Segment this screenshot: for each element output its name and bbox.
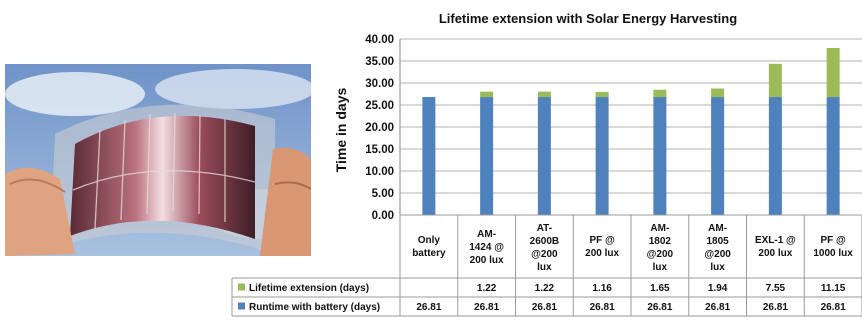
- data-label: 26.81: [416, 302, 441, 313]
- y-tick-label: 5.00: [372, 188, 394, 200]
- data-label: 1.65: [650, 283, 670, 294]
- bar-runtime-battery: [826, 97, 840, 215]
- bar-runtime-battery: [595, 97, 609, 215]
- legend-swatch: [238, 283, 245, 291]
- x-category-label: AM-1805 @200 lux: [704, 223, 731, 273]
- bar-lifetime-extension: [653, 89, 667, 98]
- bar-lifetime-extension: [826, 47, 840, 98]
- legend-label: Runtime with battery (days): [249, 302, 380, 313]
- y-tick-label: 40.00: [365, 34, 394, 46]
- data-label: 26.81: [474, 302, 499, 313]
- legend-label: Lifetime extension (days): [249, 283, 369, 294]
- data-label: 26.81: [532, 302, 557, 313]
- y-tick-label: 0.00: [372, 210, 394, 222]
- bar-lifetime-extension: [537, 91, 551, 98]
- data-label: 1.94: [708, 283, 728, 294]
- y-tick-label: 30.00: [365, 78, 394, 90]
- data-label: 26.81: [590, 302, 615, 313]
- y-axis-ticks: 0.00 5.00 10.00 15.00 20.00 25.00 30.00 35.00 40…: [365, 34, 394, 222]
- data-label: 26.81: [821, 302, 846, 313]
- bar-runtime-battery: [537, 97, 551, 215]
- bar-lifetime-extension: [595, 91, 609, 98]
- x-category-label: Only battery: [412, 235, 446, 259]
- y-tick-label: 10.00: [365, 166, 394, 178]
- x-category-label: AM-1424 @200 lux: [469, 229, 504, 266]
- x-category-label: PF @1000 lux: [813, 235, 853, 259]
- x-category-label: AM-1802 @200 lux: [647, 223, 674, 273]
- data-label: 7.55: [766, 283, 786, 294]
- legend-swatch: [238, 302, 245, 310]
- bar-runtime-battery: [768, 97, 782, 215]
- x-category-label: PF @200 lux: [585, 235, 619, 259]
- bars: [422, 47, 840, 215]
- x-category-label: AT-2600B @200 lux: [530, 223, 559, 273]
- data-label: 26.81: [763, 302, 788, 313]
- data-label: 11.15: [821, 283, 846, 294]
- flexible-solar-cell-photo: [5, 64, 311, 256]
- x-category-label: EXL-1 @200 lux: [755, 235, 796, 259]
- bar-runtime-battery: [480, 97, 494, 215]
- data-label: 26.81: [647, 302, 672, 313]
- bar-runtime-battery: [422, 97, 436, 215]
- data-label: 26.81: [705, 302, 730, 313]
- bar-lifetime-extension: [711, 88, 725, 98]
- data-label: 1.22: [535, 283, 555, 294]
- bar-lifetime-extension: [768, 63, 782, 98]
- data-table: Only battery AM-1424 @200 lux AT-2600B @200 l…: [231, 214, 862, 317]
- y-tick-label: 20.00: [365, 122, 394, 134]
- bar-lifetime-extension: [480, 91, 494, 98]
- data-label: 1.16: [592, 283, 612, 294]
- chart-title: Lifetime extension with Solar Energy Har…: [439, 11, 737, 26]
- data-label: 1.22: [477, 283, 497, 294]
- bar-runtime-battery: [653, 97, 667, 215]
- y-axis-label: Time in days: [333, 88, 349, 173]
- bar-runtime-battery: [711, 97, 725, 215]
- y-tick-label: 25.00: [365, 100, 394, 112]
- y-tick-label: 35.00: [365, 56, 394, 68]
- y-tick-label: 15.00: [365, 144, 394, 156]
- y-gridlines: [399, 38, 862, 216]
